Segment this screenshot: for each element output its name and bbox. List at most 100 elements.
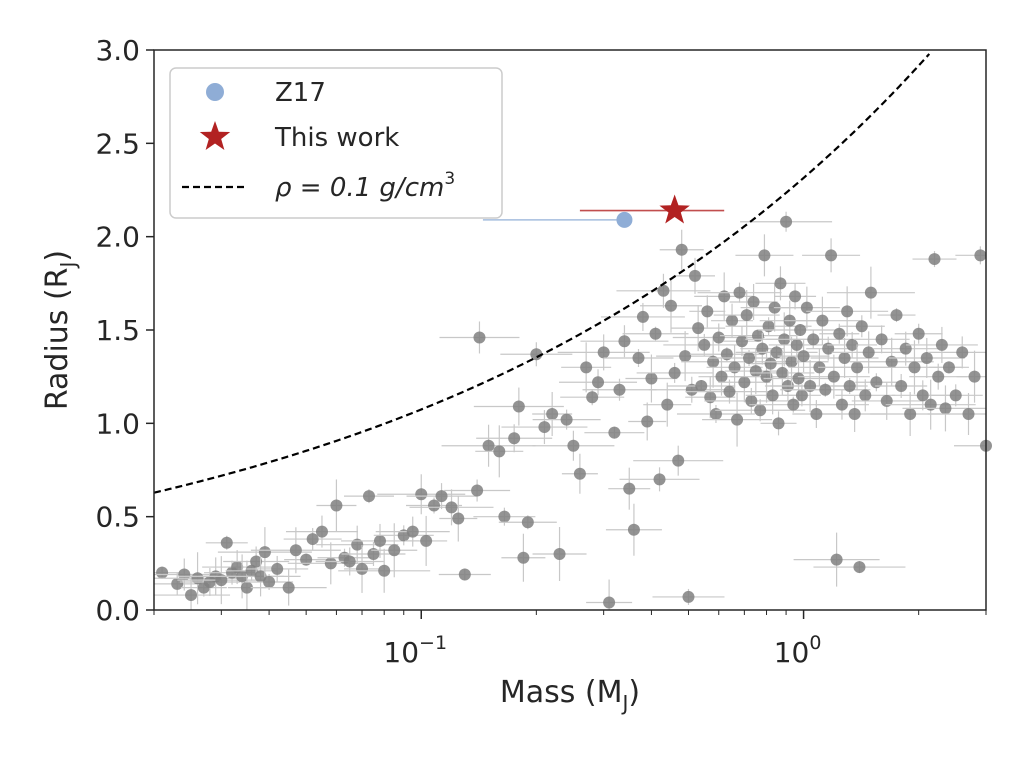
planet-marker [156,566,169,579]
planet-point [685,376,736,419]
planet-point [672,323,765,352]
planet-marker [191,572,204,585]
planet-marker [816,314,829,327]
planet-marker [351,538,364,551]
planet-marker [880,394,893,407]
planet-marker [271,562,284,575]
planet-marker [731,413,744,426]
planet-point [154,566,181,579]
highlight-points [482,194,725,228]
planet-point [250,569,327,606]
planet-marker [792,372,805,385]
planet-point [439,495,478,542]
planet-point [722,326,761,357]
planet-marker [498,510,511,523]
planet-point [316,479,357,532]
planet-marker [848,408,861,420]
planet-marker [521,516,534,529]
planet-point [500,342,573,367]
planet-point [894,323,943,344]
planet-marker [797,350,810,363]
planet-point [287,542,374,585]
planet-point [780,382,871,397]
planet-marker [747,296,760,308]
planet-point [283,528,342,551]
planet-point [928,336,986,369]
planet-marker [613,383,626,396]
planet-point [831,331,906,374]
planet-marker [895,380,908,392]
planet-point [755,266,806,301]
planet-point [676,405,755,423]
planet-marker [263,576,276,588]
planet-point [608,467,651,510]
planet-marker [315,525,328,538]
planet-marker [645,372,658,385]
planet-marker [825,249,838,262]
planet-point [784,296,861,345]
planet-marker [627,523,640,536]
planet-marker [698,338,711,351]
planet-point [439,321,520,354]
planet-point [373,525,434,546]
planet-marker [908,361,921,374]
planet-point [622,326,689,341]
planet-point [438,568,491,581]
planet-point [245,574,294,590]
y-tick-label: 2.0 [95,221,140,254]
planet-marker [580,361,593,374]
planet-point [806,286,889,337]
planet-point [802,238,861,273]
planet-marker [704,391,717,404]
planet-marker [846,338,859,351]
planet-marker [701,305,714,318]
planet-marker [718,290,731,303]
planet-marker [785,355,798,368]
legend-z17-label: Z17 [275,78,326,108]
planet-marker [949,389,962,402]
planet-point [639,278,702,333]
planet-marker [770,346,783,359]
planet-point [659,229,704,270]
planet-point [406,483,477,510]
planet-point [246,555,309,582]
planet-marker [282,581,295,594]
planet-marker [636,310,649,323]
planet-point [223,546,290,577]
legend-z17-marker [206,83,224,101]
planet-point [561,453,598,494]
planet-point [768,326,825,363]
planet-marker [452,512,465,525]
planet-marker [603,596,616,609]
planet-marker [707,355,720,368]
planet-marker [760,370,773,383]
planet-point [774,283,817,310]
planet-point [250,527,341,574]
planet-point [560,389,625,406]
planet-point [561,342,612,393]
planet-point [636,362,713,383]
planet-marker [415,488,428,501]
planet-marker [688,269,701,282]
planet-point [905,326,978,363]
density-curve-layer [153,53,931,494]
x-axis-label: Mass (MJ) [500,675,640,715]
planet-marker [586,391,599,404]
planet-marker [766,389,779,402]
planet-point [773,286,840,329]
background-planets [154,211,992,610]
planet-point [849,337,934,386]
y-tick-label: 2.5 [95,127,140,160]
planet-marker [790,338,803,351]
planet-point [718,362,771,403]
planet-point [797,354,870,399]
legend-this-work-label: This work [274,123,399,153]
planet-marker [749,365,762,378]
planet-point [344,544,381,593]
planet-point [501,533,546,582]
planet-marker [546,408,559,420]
planet-marker [838,352,851,364]
planet-point [343,489,394,504]
planet-point [580,325,669,358]
planet-point [532,409,601,430]
